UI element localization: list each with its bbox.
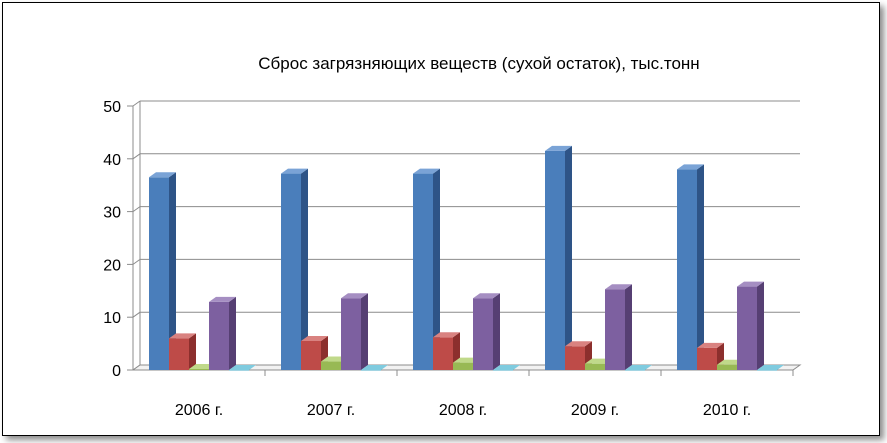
bar (281, 168, 308, 370)
gridline-depth (132, 153, 141, 160)
bar-top (625, 365, 652, 370)
tick-labels: 0 10 20 30 40 50 2006 г. 2007 г. 2008 г. 2009 г. 2… (103, 99, 751, 419)
y-tick-label: 40 (103, 152, 121, 169)
bar (229, 365, 256, 371)
bar-side (169, 172, 176, 370)
bar-side (757, 281, 764, 370)
gridline-depth (132, 258, 141, 265)
bar-front (585, 363, 605, 370)
bar (737, 281, 764, 370)
bar (149, 172, 176, 370)
bar-front (605, 289, 625, 370)
bar (301, 335, 328, 370)
bar (757, 365, 784, 371)
bar-side (493, 293, 500, 370)
bar-front (281, 173, 301, 370)
gridline-depth (132, 311, 141, 318)
bar-top (433, 332, 460, 338)
bar-front (413, 173, 433, 370)
bar-front (189, 368, 209, 370)
y-tick-label: 10 (103, 310, 121, 327)
y-tick-label: 0 (112, 363, 121, 380)
bar-top (281, 168, 308, 174)
bar-front (341, 298, 361, 370)
y-tick-label: 50 (103, 99, 121, 116)
bar (413, 168, 440, 370)
bar-front (565, 346, 585, 370)
bar-front (717, 364, 737, 370)
bar-front (757, 370, 777, 371)
bar (209, 296, 236, 370)
bar-top (229, 365, 256, 370)
bar (677, 164, 704, 370)
bar-front (625, 370, 645, 371)
gridlines (132, 100, 800, 371)
bar-side (229, 296, 236, 370)
bar-front (209, 301, 229, 370)
bars (149, 145, 784, 371)
bar-front (697, 347, 717, 370)
x-tick-label: 2009 г. (571, 402, 619, 419)
x-tick-label: 2010 г. (703, 402, 751, 419)
chart-frame: Сброс загрязняющих веществ (сухой остато… (2, 2, 880, 436)
bar-top (473, 293, 500, 299)
bar-side (301, 168, 308, 370)
bar-top (493, 365, 520, 370)
bar-side (361, 293, 368, 370)
bar-side (565, 145, 572, 370)
gridline-depth (132, 100, 141, 107)
bar-front (473, 298, 493, 370)
bar-front (493, 370, 513, 371)
bar (341, 293, 368, 370)
bar-side (625, 284, 632, 370)
bar-front (321, 361, 341, 370)
bar-top (341, 293, 368, 299)
gridline-depth (132, 206, 141, 213)
bar-front (737, 286, 757, 370)
bar-top (757, 365, 784, 370)
bar-front (433, 337, 453, 370)
bar-side (433, 168, 440, 370)
bar-front (149, 177, 169, 370)
x-tick-label: 2006 г. (175, 402, 223, 419)
bar (493, 365, 520, 371)
bar-top (149, 172, 176, 178)
bar-top (545, 145, 572, 151)
bar-front (301, 340, 321, 370)
bar (473, 293, 500, 370)
bar-front (169, 338, 189, 370)
bar (545, 145, 572, 370)
bar (169, 333, 196, 370)
bar (625, 365, 652, 371)
bar-side (189, 333, 196, 370)
bar-top (413, 168, 440, 174)
bar-top (209, 296, 236, 302)
x-tick-label: 2008 г. (439, 402, 487, 419)
bar (605, 284, 632, 370)
bar-front (677, 169, 697, 370)
bar-front (229, 370, 249, 371)
bar-top (605, 284, 632, 290)
bar-top (361, 365, 388, 370)
x-tick-label: 2007 г. (307, 402, 355, 419)
bar-top (697, 342, 724, 348)
bar-side (697, 164, 704, 370)
bar-front (361, 370, 381, 371)
bar-top (169, 333, 196, 339)
bar (361, 365, 388, 371)
y-tick-label: 20 (103, 257, 121, 274)
bar-top (737, 281, 764, 287)
bar-top (301, 335, 328, 341)
bar-front (453, 362, 473, 370)
bar-top (677, 164, 704, 170)
bar-top (565, 341, 592, 347)
bar-front (545, 150, 565, 370)
y-tick-label: 30 (103, 205, 121, 222)
chart-title: Сброс загрязняющих веществ (сухой остато… (258, 54, 699, 73)
chart-svg: Сброс загрязняющих веществ (сухой остато… (103, 54, 802, 419)
